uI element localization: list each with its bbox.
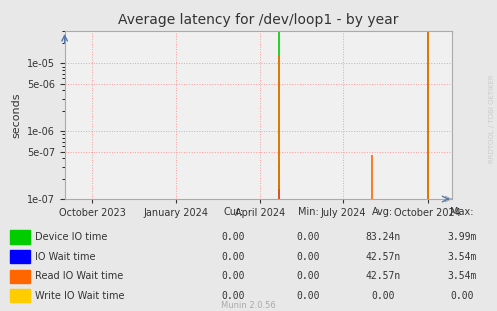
Text: IO Wait time: IO Wait time [35,252,95,262]
Text: 0.00: 0.00 [222,271,246,281]
Bar [10,270,30,283]
Text: Read IO Wait time: Read IO Wait time [35,271,123,281]
Bar [10,250,30,263]
Text: 42.57n: 42.57n [365,271,400,281]
Text: 83.24n: 83.24n [365,232,400,242]
Text: Avg:: Avg: [372,207,393,217]
Text: 0.00: 0.00 [296,252,320,262]
Text: Cur:: Cur: [224,207,244,217]
Text: 0.00: 0.00 [296,271,320,281]
Text: 3.99m: 3.99m [447,232,477,242]
Y-axis label: seconds: seconds [11,92,21,138]
Text: 0.00: 0.00 [371,291,395,301]
Text: 0.00: 0.00 [296,291,320,301]
Text: Write IO Wait time: Write IO Wait time [35,291,124,301]
Text: 3.54m: 3.54m [447,252,477,262]
Text: 0.00: 0.00 [450,291,474,301]
Text: Max:: Max: [450,207,474,217]
Bar [10,230,30,244]
Bar [10,289,30,302]
Text: Device IO time: Device IO time [35,232,107,242]
Text: 42.57n: 42.57n [365,252,400,262]
Text: Min:: Min: [298,207,319,217]
Text: 0.00: 0.00 [222,252,246,262]
Title: Average latency for /dev/loop1 - by year: Average latency for /dev/loop1 - by year [118,13,399,27]
Text: 0.00: 0.00 [222,232,246,242]
Text: Munin 2.0.56: Munin 2.0.56 [221,301,276,310]
Text: RRDTOOL / TOBI OETIKER: RRDTOOL / TOBI OETIKER [489,74,495,163]
Text: 3.54m: 3.54m [447,271,477,281]
Text: 0.00: 0.00 [222,291,246,301]
Text: 0.00: 0.00 [296,232,320,242]
